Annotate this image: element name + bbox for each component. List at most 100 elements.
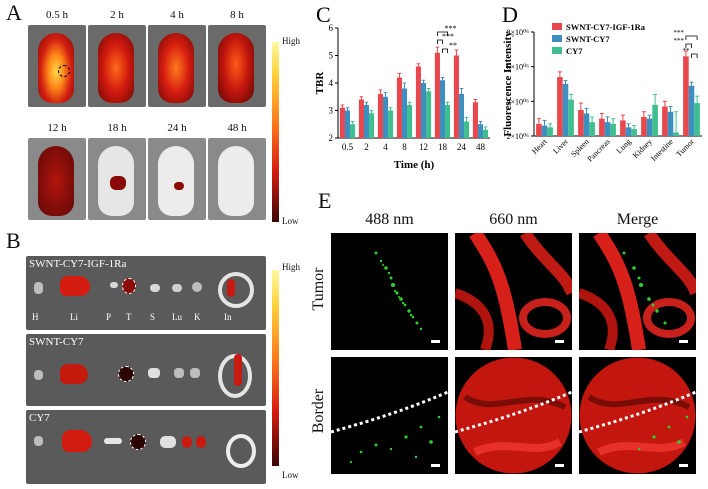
bar bbox=[673, 132, 679, 136]
micrograph-tumor-660 bbox=[455, 233, 572, 350]
mouse-image-0-5h bbox=[28, 25, 86, 107]
x-tick-label: Tumor bbox=[674, 137, 696, 159]
bar bbox=[662, 106, 668, 136]
bar bbox=[652, 104, 658, 136]
bar bbox=[483, 129, 489, 138]
x-tick-label: 8 bbox=[402, 142, 407, 152]
column-header: 488 nm bbox=[365, 211, 414, 228]
x-tick-label: 18 bbox=[438, 142, 448, 152]
colorbar-b bbox=[272, 270, 279, 466]
mouse-image-24h bbox=[148, 138, 206, 220]
organ-image-group-2: SWNT-CY7 bbox=[26, 334, 266, 406]
y-tick-label: 6×10⁰⁶ bbox=[506, 63, 529, 72]
mouse-image-18h bbox=[88, 138, 146, 220]
x-tick-label: Intestine bbox=[649, 137, 675, 163]
bar bbox=[458, 94, 465, 138]
mouse-image-48h bbox=[208, 138, 266, 220]
colorbar-high-label: High bbox=[282, 36, 300, 46]
organ-label: H bbox=[32, 312, 39, 322]
organ-label: T bbox=[126, 312, 132, 322]
bar bbox=[415, 66, 421, 138]
bar bbox=[434, 52, 440, 138]
panel-letter-a: A bbox=[6, 0, 22, 25]
x-tick-label: 12 bbox=[419, 142, 428, 152]
timepoint-label: 24 h bbox=[167, 122, 187, 134]
x-tick-label: 2 bbox=[364, 142, 369, 152]
panel-letter-c: C bbox=[316, 2, 331, 27]
organ-label: S bbox=[150, 312, 156, 322]
organ-label: Li bbox=[70, 312, 78, 322]
mouse-image-4h bbox=[148, 25, 206, 107]
panel-letter-b: B bbox=[6, 228, 21, 253]
colorbar-a bbox=[272, 42, 279, 222]
bar bbox=[358, 99, 364, 138]
legend-label: CY7 bbox=[566, 46, 583, 56]
significance-label: *** bbox=[442, 32, 454, 41]
x-axis-title: Time (h) bbox=[394, 159, 435, 171]
micrograph-border-660 bbox=[455, 357, 572, 474]
significance-bracket bbox=[685, 35, 698, 40]
timepoint-label: 18 h bbox=[107, 122, 127, 134]
bar bbox=[557, 77, 563, 136]
scale-bar bbox=[679, 464, 688, 467]
y-tick-label: 4×10⁰⁶ bbox=[506, 97, 529, 106]
timepoint-label: 2 h bbox=[110, 9, 124, 21]
legend-label: SWNT-CY7 bbox=[566, 34, 610, 44]
bar bbox=[536, 123, 542, 136]
bar bbox=[667, 111, 674, 136]
x-tick-label: Heart bbox=[530, 137, 549, 156]
significance-label: *** bbox=[673, 29, 684, 37]
y-tick-label: 4 bbox=[329, 78, 334, 88]
timepoint-label: 48 h bbox=[227, 122, 247, 134]
bar bbox=[547, 127, 553, 136]
bar bbox=[396, 77, 402, 138]
bar bbox=[464, 121, 470, 138]
timepoint-label: 12 h bbox=[47, 122, 67, 134]
bar bbox=[610, 123, 616, 136]
bar bbox=[445, 105, 451, 138]
bar bbox=[683, 56, 689, 137]
bar bbox=[568, 99, 574, 136]
y-tick-label: 8×10⁰⁶ bbox=[506, 28, 529, 37]
bar bbox=[599, 118, 605, 136]
x-tick-label: 24 bbox=[457, 142, 467, 152]
significance-bracket bbox=[437, 31, 448, 36]
panel-letter-d: D bbox=[502, 2, 518, 27]
bar bbox=[578, 110, 584, 136]
scale-bar bbox=[679, 340, 688, 343]
bar bbox=[641, 116, 647, 136]
scale-bar bbox=[555, 340, 564, 343]
bar bbox=[589, 122, 595, 136]
y-tick-label: 2 bbox=[329, 133, 334, 143]
micrograph-tumor-merge bbox=[579, 233, 696, 350]
bar bbox=[339, 107, 345, 138]
organ-group-title: SWNT-CY7 bbox=[29, 336, 84, 348]
colorbar-high-label: High bbox=[282, 262, 300, 272]
bar bbox=[694, 103, 700, 136]
bar bbox=[407, 105, 413, 138]
bar bbox=[388, 110, 394, 138]
y-tick-label: 5 bbox=[329, 51, 334, 61]
legend-label: SWNT-CY7-IGF-1Ra bbox=[566, 22, 646, 32]
x-tick-label: Lung bbox=[615, 137, 633, 155]
organ-group-title: SWNT-CY7-IGF-1Ra bbox=[29, 258, 127, 270]
scale-bar bbox=[431, 464, 440, 467]
bar bbox=[344, 110, 351, 138]
significance-label: *** bbox=[445, 24, 457, 33]
panel-letter-e: E bbox=[318, 188, 332, 213]
bar bbox=[477, 124, 484, 138]
bar bbox=[620, 120, 626, 136]
row-header: Border bbox=[310, 388, 327, 434]
x-tick-label: 4 bbox=[383, 142, 388, 152]
bar bbox=[426, 91, 432, 138]
micrograph-border-488 bbox=[331, 357, 448, 474]
significance-bracket bbox=[437, 39, 443, 44]
bar bbox=[583, 113, 590, 136]
y-tick-label: 3 bbox=[329, 106, 334, 116]
organ-image-group-3: CY7 bbox=[26, 410, 266, 484]
scale-bar bbox=[431, 340, 440, 343]
y-tick-label: 2×10⁰⁶ bbox=[506, 132, 529, 141]
